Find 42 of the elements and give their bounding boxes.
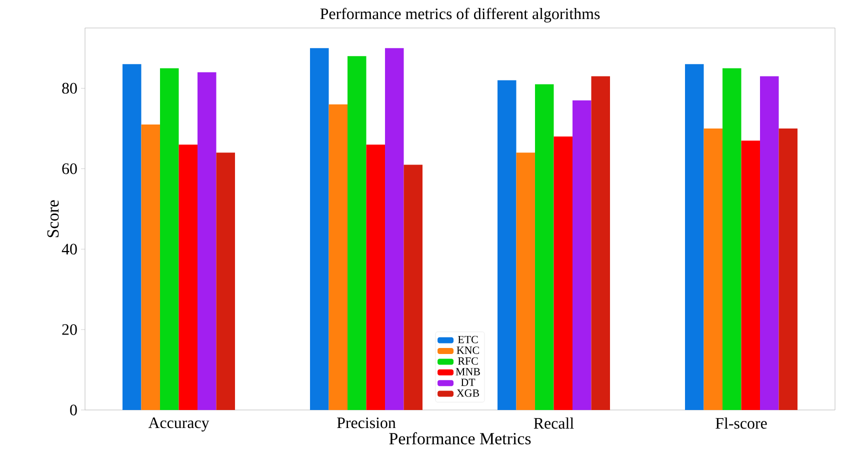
y-tick-label: 80	[62, 82, 77, 94]
bar	[366, 144, 386, 410]
bar	[198, 72, 216, 410]
legend-label: MNB	[456, 368, 480, 376]
legend-label: XGB	[456, 389, 480, 397]
bar	[122, 64, 142, 410]
bar	[498, 80, 516, 410]
bar	[591, 76, 610, 410]
y-tick-label: 0	[70, 404, 77, 416]
chart-title: Performance metrics of different algorithms	[320, 8, 600, 22]
bar	[554, 136, 573, 410]
bar	[535, 84, 554, 410]
y-tick-label: 40	[62, 244, 77, 255]
bar	[216, 152, 236, 410]
x-tick-label: Precision	[337, 418, 396, 428]
bar	[310, 48, 329, 410]
x-tick-label: Accuracy	[148, 418, 210, 432]
y-tick-label: 60	[62, 163, 77, 174]
legend-label: KNC	[456, 346, 479, 354]
legend-label: DT	[461, 378, 476, 386]
y-axis-title: Score	[47, 200, 59, 238]
legend-label: RFC	[458, 357, 478, 365]
y-tick-label: 20	[62, 324, 77, 335]
bar	[704, 128, 723, 410]
bar	[348, 56, 366, 410]
bar	[516, 152, 536, 410]
x-tick-label: Fl-score	[716, 418, 767, 429]
bar	[741, 140, 760, 410]
x-axis-title: Performance Metrics	[389, 432, 531, 444]
bar	[722, 68, 742, 410]
bar	[328, 104, 348, 410]
legend-label: ETC	[458, 336, 478, 344]
bar	[760, 76, 779, 410]
bar	[141, 124, 160, 410]
x-tick-label: Recall	[534, 418, 574, 429]
bar	[685, 64, 704, 410]
bar	[404, 164, 423, 410]
bar	[572, 100, 592, 410]
bar	[385, 48, 404, 410]
bar	[178, 144, 198, 410]
bar	[160, 68, 179, 410]
bar	[778, 128, 798, 410]
